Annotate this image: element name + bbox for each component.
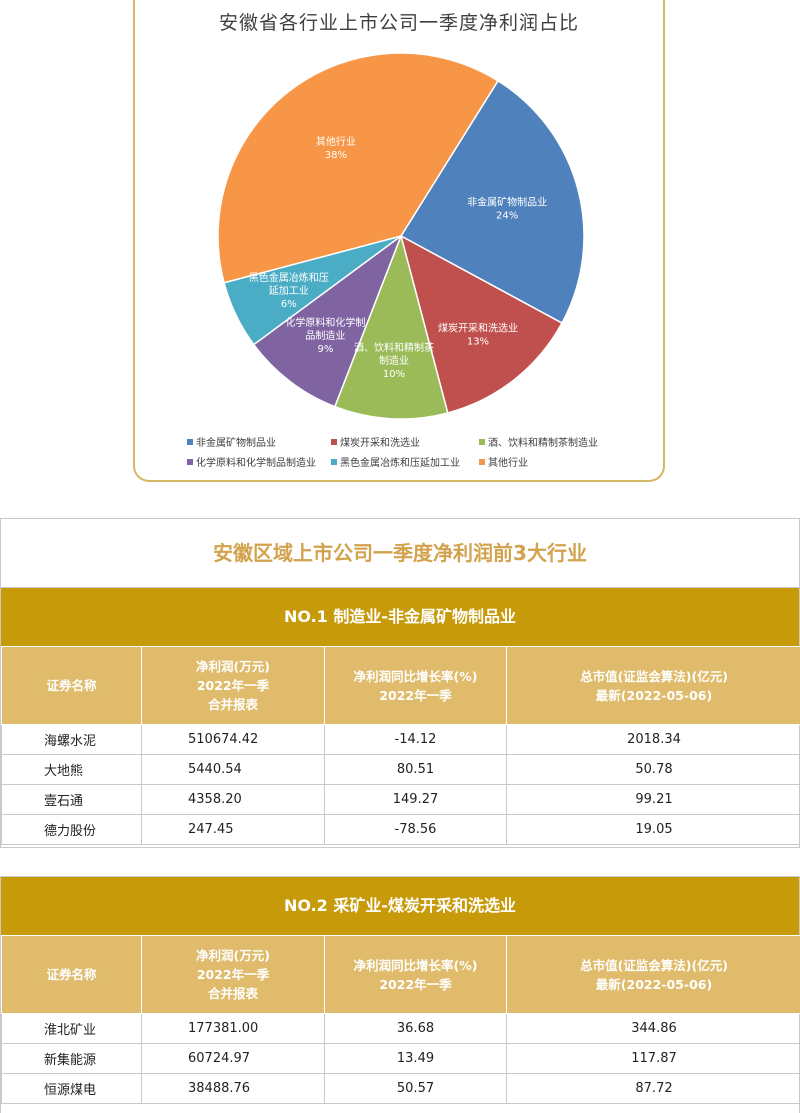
top-industries-card-2: NO.2 采矿业-煤炭开采和洗选业 证券名称 净利润(万元) 2022年一季 合并报… [0,876,800,1113]
cell-growth: 80.51 [324,754,507,785]
legend-swatch [187,459,193,465]
pie-slice [399,79,585,325]
legend-entry: 非金属矿物制品业 [196,436,276,449]
header-name: 证券名称 [1,646,142,725]
slice-label: 非金属矿物制品业 24% [467,195,547,221]
legend-entry: 酒、饮料和精制茶制造业 [488,436,598,449]
cell-mcap: 2018.34 [506,724,800,755]
cell-name: 壹石通 [1,784,142,815]
legend-entry: 化学原料和化学制品制造业 [196,456,316,469]
pie-chart-card: 安徽省各行业上市公司一季度净利润占比 非金属矿物制品业 24% 煤炭开采和洗选业 13… [133,0,665,482]
industry-title-1: NO.1 制造业-非金属矿物制品业 [1,588,799,646]
cell-profit: 4358.20 [141,784,325,815]
legend-entry: 煤炭开采和洗选业 [340,436,420,449]
legend-entry: 黑色金属冶炼和压延加工业 [340,456,460,469]
table-row: 恒源煤电 38488.76 50.57 87.72 [1,1073,800,1104]
cell-growth: -14.12 [324,724,507,755]
cell-profit: 5440.54 [141,754,325,785]
slice-label: 黑色金属冶炼和压延加工业 6% [249,271,329,310]
cell-name: 新集能源 [1,1043,142,1074]
cell-profit: 247.45 [141,814,325,845]
chart-title: 安徽省各行业上市公司一季度净利润占比 [218,12,579,34]
cell-name: 大地熊 [1,754,142,785]
cell-mcap: 19.05 [506,814,800,845]
cell-name: 恒源煤电 [1,1073,142,1104]
cell-mcap: 344.86 [506,1013,800,1044]
header-growth: 净利润同比增长率(%) 2022年一季 [324,646,507,725]
header-mcap: 总市值(证监会算法)(亿元) 最新(2022-05-06) [506,646,800,725]
legend-swatch [479,459,485,465]
industry-title-2: NO.2 采矿业-煤炭开采和洗选业 [1,877,799,935]
header-growth: 净利润同比增长率(%) 2022年一季 [324,935,507,1014]
legend-entry: 其他行业 [488,456,528,469]
table-header-row: 证券名称 净利润(万元) 2022年一季 合并报表 净利润同比增长率(%) 2022年… [1,935,800,1014]
cell-growth: 149.27 [324,784,507,815]
legend-swatch [331,439,337,445]
cell-mcap: 50.78 [506,754,800,785]
header-name: 证券名称 [1,935,142,1014]
slice-label: 其他行业 38% [316,135,356,161]
cell-growth: 50.57 [324,1073,507,1104]
slice-label: 化学原料和化学制品制造业 9% [285,316,365,355]
table-row: 淮北矿业 177381.00 36.68 344.86 [1,1013,800,1044]
pie-slice [399,234,563,414]
table-header-row: 证券名称 净利润(万元) 2022年一季 合并报表 净利润同比增长率(%) 2022年… [1,646,800,725]
table-row: 大地熊 5440.54 80.51 50.78 [1,754,800,785]
tables-title: 安徽区域上市公司一季度净利润前3大行业 [1,519,799,588]
header-profit: 净利润(万元) 2022年一季 合并报表 [141,935,325,1014]
cell-mcap: 99.21 [506,784,800,815]
cell-profit: 177381.00 [141,1013,325,1044]
cell-profit: 510674.42 [141,724,325,755]
table-row: 壹石通 4358.20 149.27 99.21 [1,784,800,815]
top-industries-card-1: 安徽区域上市公司一季度净利润前3大行业 NO.1 制造业-非金属矿物制品业 证券… [0,518,800,848]
cell-name: 德力股份 [1,814,142,845]
slice-label: 酒、饮料和精制茶制造业 10% [354,341,434,380]
cell-growth: -78.56 [324,814,507,845]
slice-label: 煤炭开采和洗选业 13% [438,321,518,347]
header-mcap: 总市值(证监会算法)(亿元) 最新(2022-05-06) [506,935,800,1014]
pie-slice [252,233,403,408]
cell-mcap: 117.87 [506,1043,800,1074]
industry-table-2: 证券名称 净利润(万元) 2022年一季 合并报表 净利润同比增长率(%) 2022年… [1,935,800,1104]
pie-chart: 非金属矿物制品业 24%煤炭开采和洗选业 13%酒、饮料和精制茶制造业 10%化学原料… [187,52,598,469]
cell-profit: 38488.76 [141,1073,325,1104]
cell-name: 海螺水泥 [1,724,142,755]
cell-profit: 60724.97 [141,1043,325,1074]
cell-mcap: 87.72 [506,1073,800,1104]
table-row: 新集能源 60724.97 13.49 117.87 [1,1043,800,1074]
cell-growth: 36.68 [324,1013,507,1044]
pie-slice [217,52,500,284]
legend-swatch [331,459,337,465]
legend-swatch [479,439,485,445]
header-profit: 净利润(万元) 2022年一季 合并报表 [141,646,325,725]
cell-growth: 13.49 [324,1043,507,1074]
table-row: 德力股份 247.45 -78.56 19.05 [1,814,800,845]
industry-table-1: 证券名称 净利润(万元) 2022年一季 合并报表 净利润同比增长率(%) 2022年… [1,646,800,845]
pie-slice [333,233,449,420]
table-row: 海螺水泥 510674.42 -14.12 2018.34 [1,724,800,755]
cell-name: 淮北矿业 [1,1013,142,1044]
legend-swatch [187,439,193,445]
